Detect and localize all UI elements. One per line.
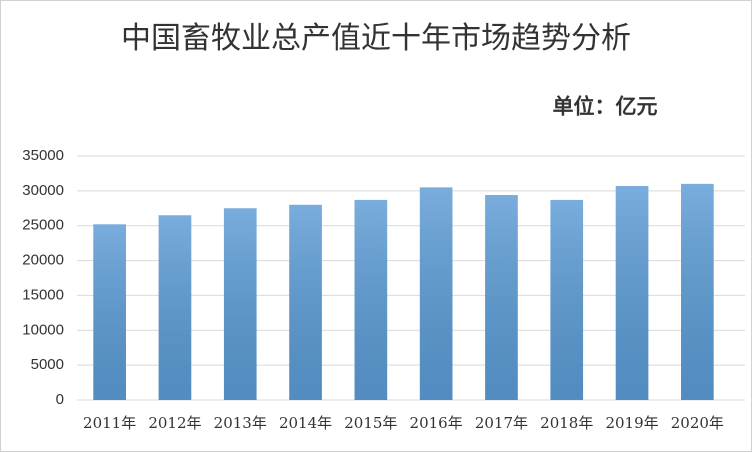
bar-shade (550, 199, 584, 400)
bar-shade (223, 208, 257, 400)
x-tick-label: 2011年 (83, 414, 136, 432)
bar-shade (354, 199, 388, 400)
x-tick-label: 2018年 (540, 414, 593, 432)
bar-shade (681, 183, 714, 400)
bar-shade (93, 224, 126, 400)
x-tick-label: 2015年 (344, 414, 397, 432)
x-tick-label: 2017年 (475, 414, 528, 432)
bar-shade (615, 185, 649, 400)
y-tick-label: 15000 (22, 286, 64, 303)
y-tick-label: 5000 (31, 356, 64, 373)
chart-title: 中国畜牧业总产值近十年市场趋势分析 (121, 21, 631, 56)
y-tick-label: 35000 (22, 147, 64, 164)
y-tick-label: 0 (56, 391, 64, 408)
bar-shade (419, 187, 453, 400)
x-tick-label: 2014年 (279, 414, 332, 432)
x-tick-label: 2019年 (605, 414, 658, 432)
y-tick-label: 20000 (22, 252, 64, 269)
x-tick-label: 2013年 (214, 414, 267, 432)
y-tick-label: 25000 (22, 217, 64, 234)
unit-annotation: 单位：亿元 (553, 94, 658, 119)
bar-shade (158, 215, 192, 400)
y-tick-label: 30000 (22, 182, 64, 199)
x-tick-label: 2012年 (148, 414, 201, 432)
x-tick-label: 2016年 (410, 414, 463, 432)
bar-shade (289, 204, 322, 400)
bar-shade (485, 195, 518, 400)
x-tick-label: 2020年 (671, 414, 724, 432)
y-tick-label: 10000 (22, 321, 64, 338)
